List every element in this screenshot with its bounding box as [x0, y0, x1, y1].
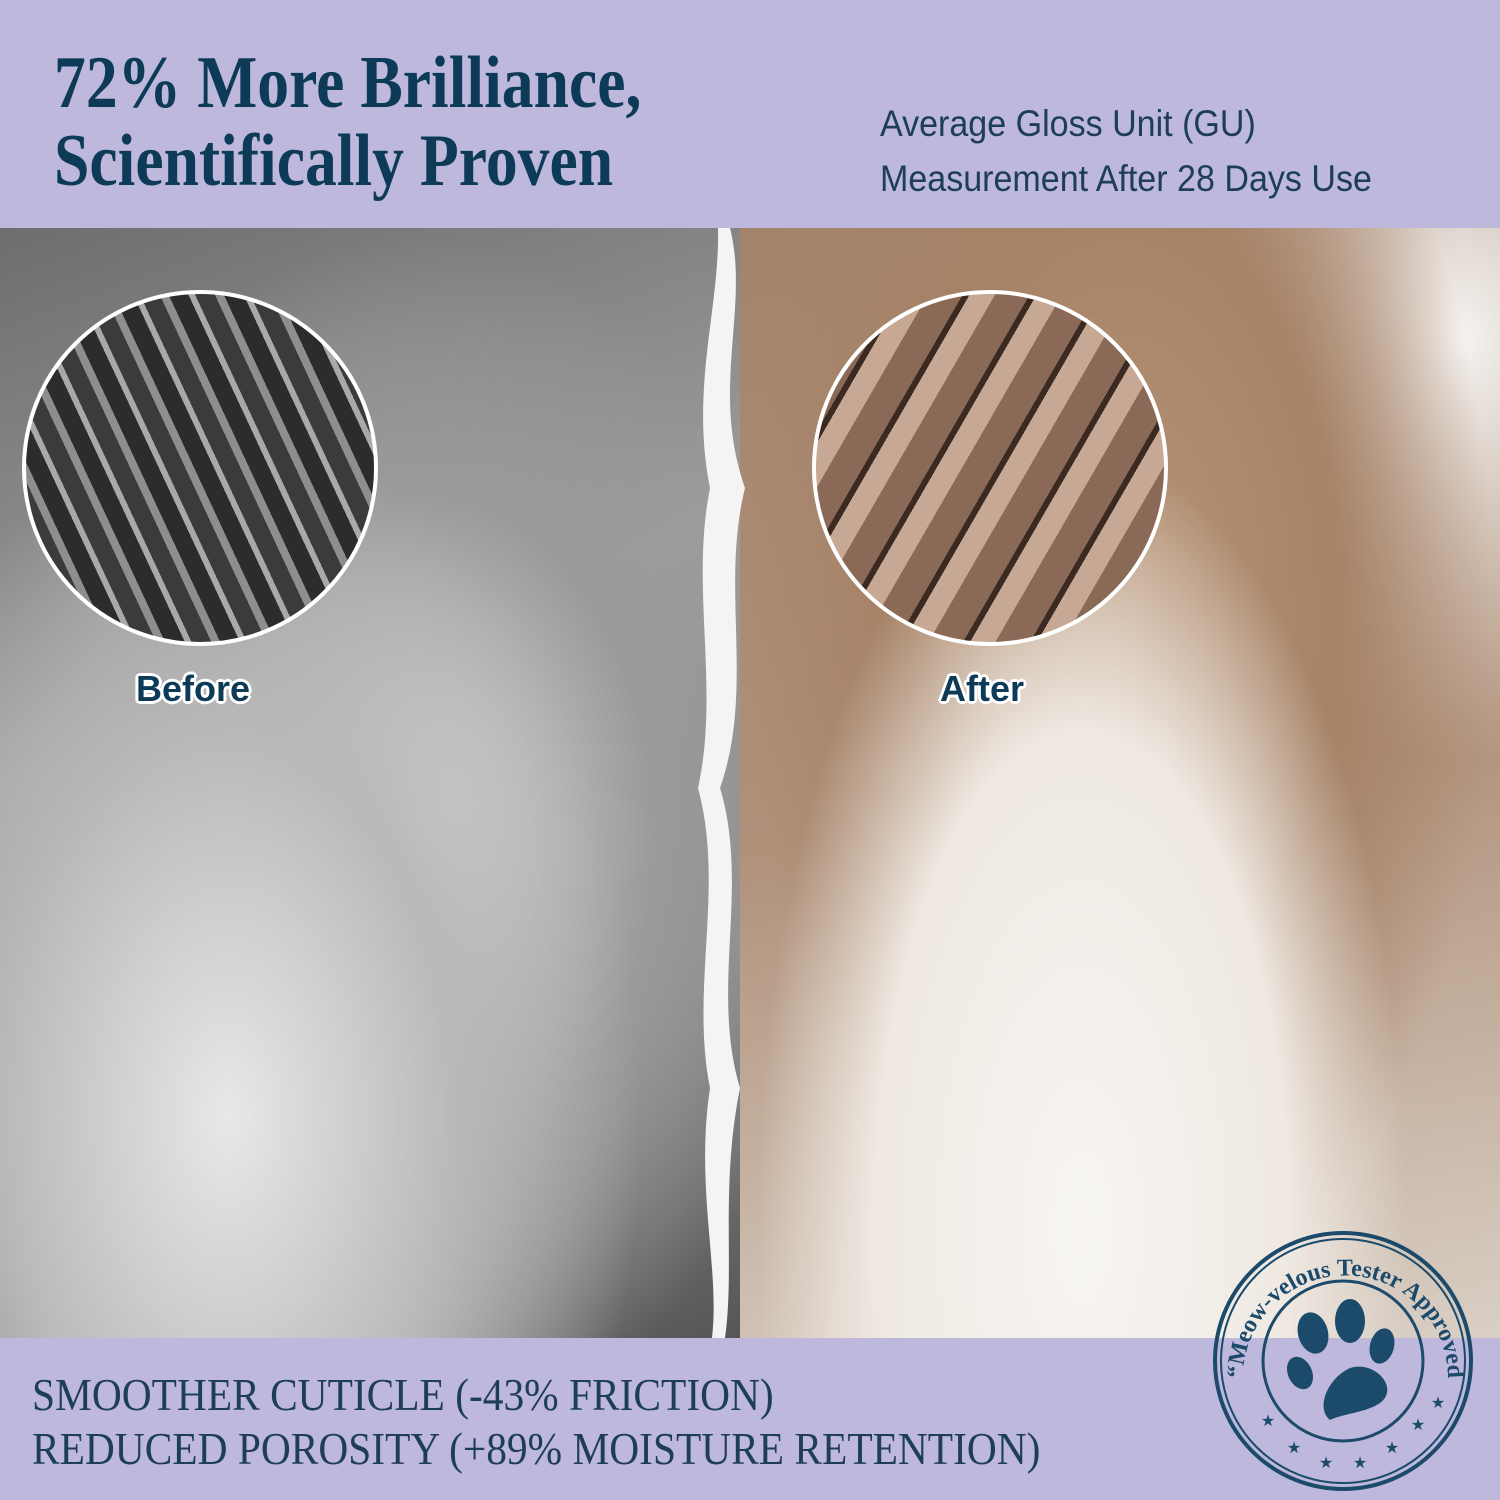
claims-list: SMOOTHER CUTICLE (-43% FRICTION) REDUCED… — [32, 1368, 1040, 1476]
paw-print-icon — [1286, 1299, 1395, 1420]
before-microscope-circle — [22, 290, 378, 646]
stamp-text: “Meow-velous Tester Approved” — [1210, 1228, 1468, 1379]
svg-text:★: ★ — [1287, 1440, 1301, 1457]
before-label: Before — [136, 668, 251, 709]
after-microscope-circle — [812, 290, 1168, 646]
svg-text:★: ★ — [1353, 1455, 1367, 1472]
subtitle-line-1: Average Gloss Unit (GU) — [880, 103, 1256, 144]
svg-text:★: ★ — [1411, 1417, 1425, 1434]
stamp-stars: ★ ★ ★ ★ ★ ★ ★ — [1261, 1395, 1445, 1472]
subtitle-line-2: Measurement After 28 Days Use — [880, 158, 1372, 199]
subtitle: Average Gloss Unit (GU) Measurement Afte… — [880, 96, 1372, 206]
before-after-photo: Before After — [0, 228, 1500, 1338]
footer-band — [0, 1338, 1500, 1500]
claim-item: REDUCED POROSITY (+89% MOISTURE RETENTIO… — [32, 1423, 1041, 1474]
header-band: 72% More Brilliance, Scientifically Prov… — [0, 0, 1500, 228]
headline: 72% More Brilliance, Scientifically Prov… — [54, 44, 641, 200]
svg-text:★: ★ — [1385, 1440, 1399, 1457]
headline-line-1: 72% More Brilliance, — [54, 42, 642, 124]
svg-text:★: ★ — [1261, 1413, 1275, 1430]
after-label: After — [940, 668, 1025, 709]
svg-text:★: ★ — [1431, 1395, 1445, 1412]
claim-item: SMOOTHER CUTICLE (-43% FRICTION) — [32, 1369, 774, 1420]
svg-text:★: ★ — [1319, 1455, 1333, 1472]
hair-strand-illustration — [698, 228, 745, 1338]
headline-line-2: Scientifically Proven — [54, 120, 614, 202]
tester-approved-stamp: “Meow-velous Tester Approved” ★ ★ ★ ★ ★ ★ ★ — [1210, 1228, 1473, 1491]
